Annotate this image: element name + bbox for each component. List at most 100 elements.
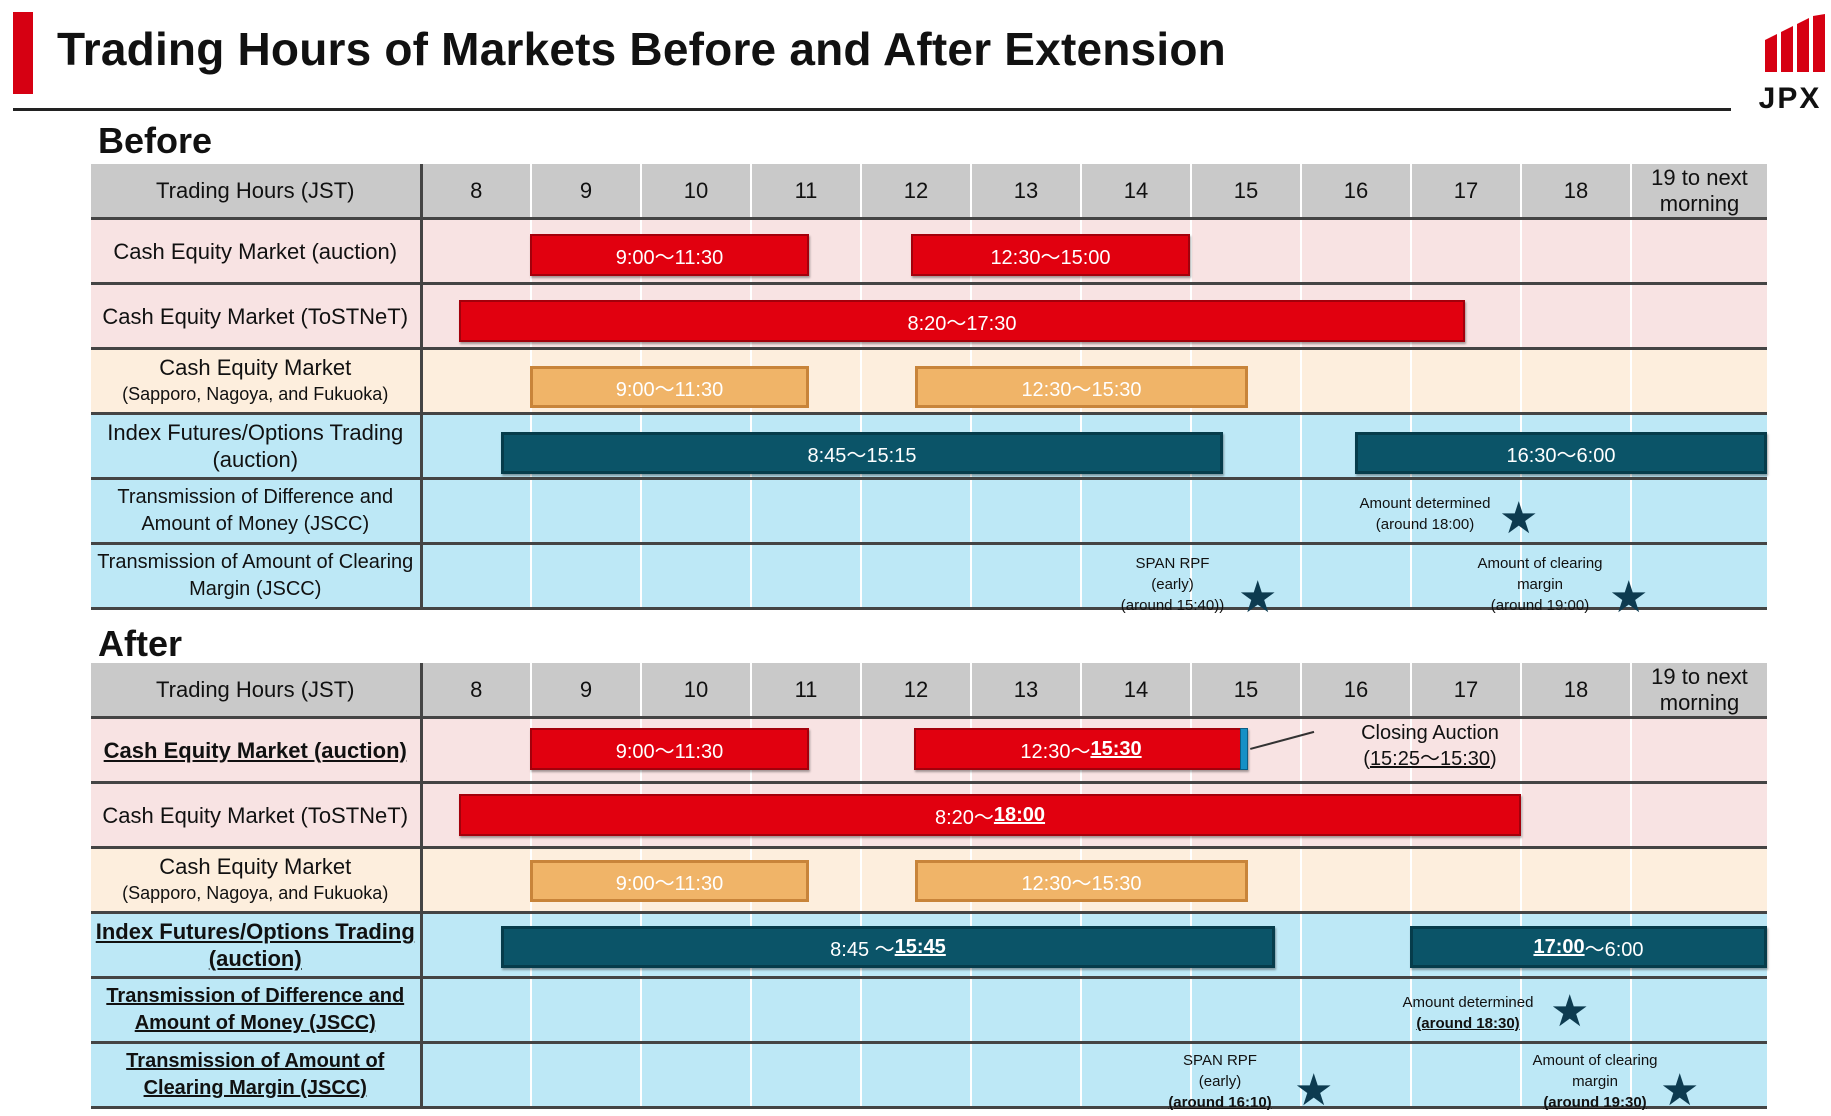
callout-title: Closing Auction [1361,722,1499,744]
bar-text-extended: 15:45 [894,935,946,958]
after-header-row: Trading Hours (JST) 8 9 10 11 12 13 14 1… [91,663,1767,719]
row-label: Index Futures/Options Trading (auction) [91,912,423,979]
bar-text-extended: 17:00 [1533,935,1585,958]
hour-13: 13 [970,663,1081,719]
note-line: SPAN RPF [1135,555,1210,572]
hour-17: 17 [1410,663,1521,719]
after-index-day-bar: 8:45 ～ 15:45 [501,926,1275,968]
after-clearing-margin-note: Amount of clearing margin (around 19:30) [1515,1050,1675,1113]
row-label-main: Cash Equity Market [159,854,352,879]
hour-19-next-morning: 19 to next morning [1630,164,1767,220]
before-span-rpf-note: SPAN RPF (early) (around 15:40)) [1100,553,1245,616]
note-line: (early) [1198,1073,1242,1090]
hour-13: 13 [970,164,1081,220]
hour-11: 11 [750,164,861,220]
after-cash-auction-morning-bar: 9:00～11:30 [530,728,809,770]
hour-10: 10 [640,164,751,220]
after-clearing-margin-star-icon: ★ [1660,1066,1700,1115]
bar-text-extended: 18:00 [993,803,1046,826]
before-row-difference-money: Transmission of Difference and Amount of… [91,478,1767,545]
note-line: (around 15:40)) [1120,597,1225,614]
row-label: Index Futures/Options Trading (auction) [91,413,423,480]
before-row-cash-regional: Cash Equity Market (Sapporo, Nagoya, and… [91,348,1767,415]
after-amount-determined-star-icon: ★ [1550,987,1590,1036]
hour-16: 16 [1300,663,1411,719]
hour-16: 16 [1300,164,1411,220]
row-label: Transmission of Difference and Amount of… [91,977,423,1044]
row-label-sub: (Sapporo, Nagoya, and Fukuoka) [122,883,389,903]
after-regional-morning-bar: 9:00～11:30 [530,860,809,902]
after-row-difference-money: Transmission of Difference and Amount of… [91,977,1767,1044]
hour-12: 12 [860,663,971,719]
row-label-sub: (Sapporo, Nagoya, and Fukuoka) [122,384,389,404]
bar-text-extended: 15:30 [1090,737,1142,760]
closing-auction-callout: Closing Auction (15:25～15:30) [1340,720,1520,772]
before-amount-determined-star-icon: ★ [1499,494,1539,543]
hour-18: 18 [1520,663,1631,719]
row-label: Cash Equity Market (Sapporo, Nagoya, and… [91,348,423,415]
bar-text-start: 8:45 ～ [830,938,895,961]
hour-9: 9 [530,663,641,719]
after-span-rpf-star-icon: ★ [1294,1066,1334,1115]
bar-text-end: ～6:00 [1584,938,1644,961]
before-index-night-bar: 16:30～6:00 [1355,432,1767,474]
hour-18: 18 [1520,164,1631,220]
row-label: Cash Equity Market (ToSTNeT) [91,283,423,350]
before-clearing-margin-note: Amount of clearing margin (around 19:00) [1460,553,1620,616]
hour-8: 8 [420,164,531,220]
hour-19-next-morning: 19 to next morning [1630,663,1767,719]
callout-paren: ( [1363,748,1370,770]
note-line-emphasis: (around 16:10) [1168,1094,1272,1111]
logo-text: JPX [1758,82,1822,115]
hour-15: 15 [1190,663,1301,719]
hour-12: 12 [860,164,971,220]
after-tostnet-bar: 8:20～ 18:00 [459,794,1521,836]
row-label: Cash Equity Market (ToSTNeT) [91,782,423,849]
note-line: margin [1572,1073,1618,1090]
after-regional-afternoon-bar: 12:30～15:30 [915,860,1248,902]
hour-14: 14 [1080,164,1191,220]
note-line: Amount of clearing [1477,555,1603,572]
hour-10: 10 [640,663,751,719]
hour-15: 15 [1190,164,1301,220]
note-line: (around 19:00) [1490,597,1590,614]
row-label: Transmission of Amount of Clearing Margi… [91,543,423,610]
jpx-logo: JPX [1755,10,1825,120]
before-tostnet-bar: 8:20～17:30 [459,300,1465,342]
before-span-rpf-star-icon: ★ [1238,573,1278,622]
callout-time-value: 15:25～15:30 [1369,748,1491,770]
callout-time: (15:25～15:30) [1340,746,1520,772]
note-line: margin [1517,576,1563,593]
jpx-logo-mark-icon [1765,14,1825,72]
after-schedule-table: Trading Hours (JST) 8 9 10 11 12 13 14 1… [91,663,1767,1109]
page-title: Trading Hours of Markets Before and Afte… [57,23,1226,75]
before-cash-auction-morning-bar: 9:00～11:30 [530,234,809,276]
row-label: Transmission of Amount of Clearing Margi… [91,1042,423,1109]
hour-8: 8 [420,663,531,719]
note-line: (early) [1151,576,1194,593]
after-index-night-bar: 17:00 ～6:00 [1410,926,1767,968]
before-row-clearing-margin: Transmission of Amount of Clearing Margi… [91,543,1767,610]
row-label: Cash Equity Market (Sapporo, Nagoya, and… [91,847,423,914]
after-amount-determined-note: Amount determined (around 18:30) [1388,992,1548,1034]
before-header-row: Trading Hours (JST) 8 9 10 11 12 13 14 1… [91,164,1767,220]
before-heading: Before [98,120,213,161]
closing-auction-marker [1240,728,1248,770]
hour-9: 9 [530,164,641,220]
after-cash-auction-afternoon-bar: 12:30～ 15:30 [914,728,1248,770]
note-line: (around 18:00) [1375,516,1475,533]
note-line: Amount determined [1402,994,1534,1011]
before-clearing-margin-star-icon: ★ [1609,573,1649,622]
title-accent-bar [13,12,33,94]
note-line-emphasis: (around 19:30) [1543,1094,1647,1111]
hour-11: 11 [750,663,861,719]
title-divider [13,108,1731,111]
before-regional-morning-bar: 9:00～11:30 [530,366,809,408]
hour-14: 14 [1080,663,1191,719]
before-index-day-bar: 8:45～15:15 [501,432,1223,474]
bar-text-start: 8:20～ [934,806,994,829]
note-line: SPAN RPF [1183,1052,1257,1069]
before-amount-determined-note: Amount determined (around 18:00) [1345,493,1505,535]
row-label: Cash Equity Market (auction) [91,218,423,285]
after-heading: After [98,623,183,664]
